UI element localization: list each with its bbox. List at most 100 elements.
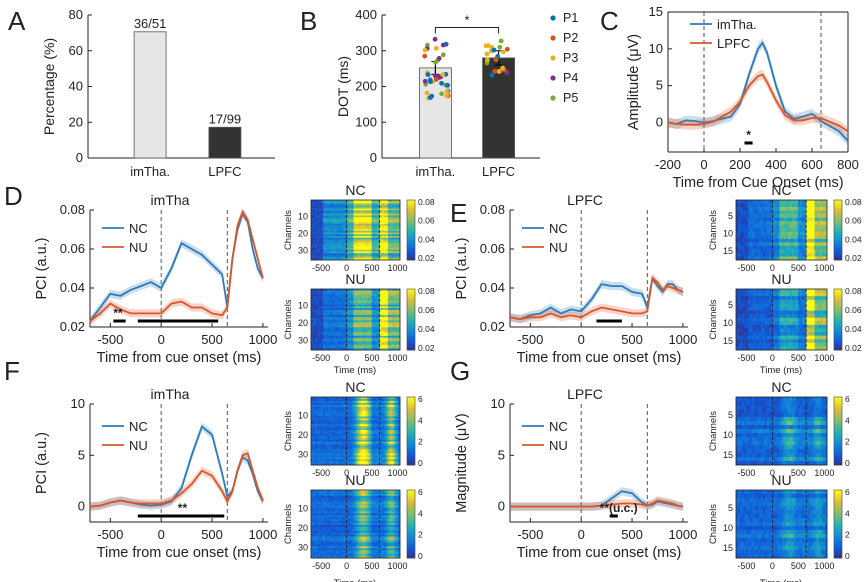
heatmap-cell [377, 289, 381, 292]
heatmap-cell [329, 320, 332, 323]
heatmap-cell [369, 249, 372, 252]
heatmap-cell [760, 203, 764, 208]
heatmap-cell [385, 318, 389, 321]
heatmap-cell [363, 322, 366, 325]
heatmap-cell [820, 332, 824, 336]
heatmap-cell [381, 344, 385, 347]
heatmap-cell [319, 239, 322, 242]
heatmap-cell [754, 324, 757, 329]
heatmap-cell [804, 200, 807, 204]
heatmap-cell [793, 303, 797, 308]
heatmap-cell [323, 215, 326, 218]
heatmap-cell [369, 222, 372, 225]
heatmap-cell [317, 236, 320, 239]
heatmap-cell [381, 302, 385, 305]
heatmap-cell [756, 214, 760, 218]
heatmap-cell [317, 313, 320, 316]
heatmap-cell [758, 332, 762, 336]
heatmap-cell [391, 308, 395, 311]
heatmap-cell [367, 213, 370, 216]
heatmap-cell [795, 342, 799, 347]
heatmap-cell [369, 248, 372, 251]
heatmap-cell [393, 302, 397, 305]
heatmap-cell [387, 344, 391, 347]
heatmap-cell [329, 339, 332, 342]
heatmap-cell [397, 330, 401, 333]
heatmap-cell [315, 309, 318, 312]
legend-label-LPFC: LPFC [717, 36, 750, 51]
heatmap-cell [365, 295, 368, 299]
heatmap-cell [369, 344, 372, 347]
heatmap-cell [325, 205, 328, 208]
heatmap-cell [393, 249, 397, 252]
heatmap-cell [321, 218, 324, 221]
heatmap-cell [331, 234, 334, 237]
heatmap-cell [313, 341, 316, 344]
heatmap-cell [777, 245, 780, 250]
heatmap-cell [391, 244, 395, 247]
heatmap-cell [820, 303, 824, 308]
heatmap-cell [351, 302, 354, 305]
heatmap-cell [313, 318, 316, 321]
heatmap-cell [371, 343, 374, 346]
heatmap-cell [391, 325, 395, 328]
heatmap-cell [375, 325, 379, 328]
heatmap-cell [341, 315, 344, 318]
heatmap-cell [808, 221, 811, 226]
heatmap-cell [395, 306, 399, 309]
heatmap-cell [347, 249, 350, 252]
heatmap-cell [345, 213, 348, 216]
heatmap-cell [339, 251, 342, 254]
heatmap-cell [361, 251, 364, 254]
heatmap-cell [740, 342, 743, 347]
colorbar-cell [834, 238, 842, 241]
heatmap-cell [822, 242, 826, 247]
heatmap-cell [769, 306, 772, 311]
heatmap-cell [359, 224, 362, 227]
heatmap-cell [371, 222, 374, 225]
heatmap-cell [387, 236, 391, 239]
heatmap-cell [752, 214, 755, 218]
legend-label-P5: P5 [563, 91, 578, 105]
heatmap-cell [816, 228, 820, 233]
heatmap-cell [381, 234, 385, 237]
heatmap-cell [355, 308, 358, 311]
heatmap-cell [319, 339, 322, 342]
heatmap-cell [313, 304, 316, 307]
heatmap-cell [343, 308, 346, 311]
heatmap-cell [383, 230, 387, 233]
heatmap-cell [321, 258, 324, 261]
heatmap-cell [383, 295, 387, 299]
heatmap-cell [781, 224, 784, 229]
heatmap-cell [808, 339, 811, 344]
colorbar-cell [407, 232, 415, 235]
heatmap-cell [375, 230, 379, 233]
heatmap-cell [781, 328, 784, 333]
heatmap-cell [339, 292, 342, 295]
x-tick-label: 500 [365, 263, 380, 273]
heatmap-cell [353, 227, 356, 230]
heatmap-cell [389, 339, 393, 342]
y-tick-label: 0.02 [60, 319, 85, 334]
heatmap-cell [367, 306, 370, 309]
heatmap-cell [748, 228, 751, 233]
x-tick-label: -500 [97, 332, 123, 347]
heatmap-cell [395, 239, 399, 242]
heatmap-cell [750, 214, 753, 218]
heatmap-cell [357, 327, 360, 330]
heatmap-cell [311, 292, 314, 295]
heatmap-cell [327, 224, 330, 227]
heatmap-cell [752, 324, 755, 329]
heatmap-cell [355, 203, 358, 206]
heatmap-cell [779, 238, 782, 243]
heatmap-cell [329, 230, 332, 233]
heatmap-cell [393, 229, 397, 232]
heatmap-cell [333, 239, 336, 242]
heatmap-cell [361, 344, 364, 347]
heatmap-cell [750, 252, 753, 257]
heatmap-cell [369, 318, 372, 321]
heatmap-cell [329, 224, 332, 227]
heatmap-cell [339, 289, 342, 292]
heatmap-cell [397, 295, 401, 299]
colorbar-cell [834, 208, 842, 211]
